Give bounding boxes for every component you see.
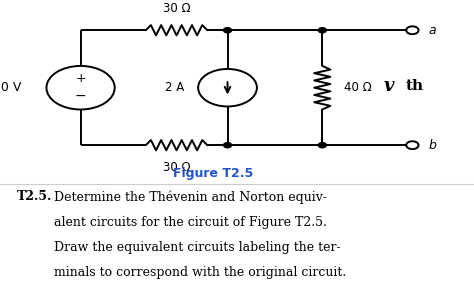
Text: v: v [384, 77, 394, 95]
Circle shape [319, 143, 326, 148]
Text: Figure T2.5: Figure T2.5 [173, 167, 254, 181]
Text: 30 Ω: 30 Ω [163, 161, 191, 174]
Text: −: − [75, 89, 86, 103]
Circle shape [406, 141, 419, 149]
Text: alent circuits for the circuit of Figure T2.5.: alent circuits for the circuit of Figure… [46, 216, 327, 229]
Text: 30 Ω: 30 Ω [163, 2, 191, 15]
Text: +: + [75, 72, 86, 85]
Text: b: b [429, 139, 437, 152]
Text: Draw the equivalent circuits labeling the ter-: Draw the equivalent circuits labeling th… [46, 241, 341, 254]
Text: minals to correspond with the original circuit.: minals to correspond with the original c… [46, 266, 346, 279]
Circle shape [223, 143, 231, 148]
Text: 2 A: 2 A [164, 81, 184, 94]
Text: 60 V: 60 V [0, 81, 21, 94]
Text: th: th [405, 79, 423, 93]
Circle shape [223, 28, 231, 33]
Text: 40 Ω: 40 Ω [344, 81, 372, 94]
Text: a: a [429, 24, 437, 37]
Circle shape [406, 26, 419, 34]
Text: Determine the Thévenin and Norton equiv-: Determine the Thévenin and Norton equiv- [46, 190, 327, 204]
Text: T2.5.: T2.5. [17, 190, 52, 203]
Circle shape [319, 28, 326, 33]
